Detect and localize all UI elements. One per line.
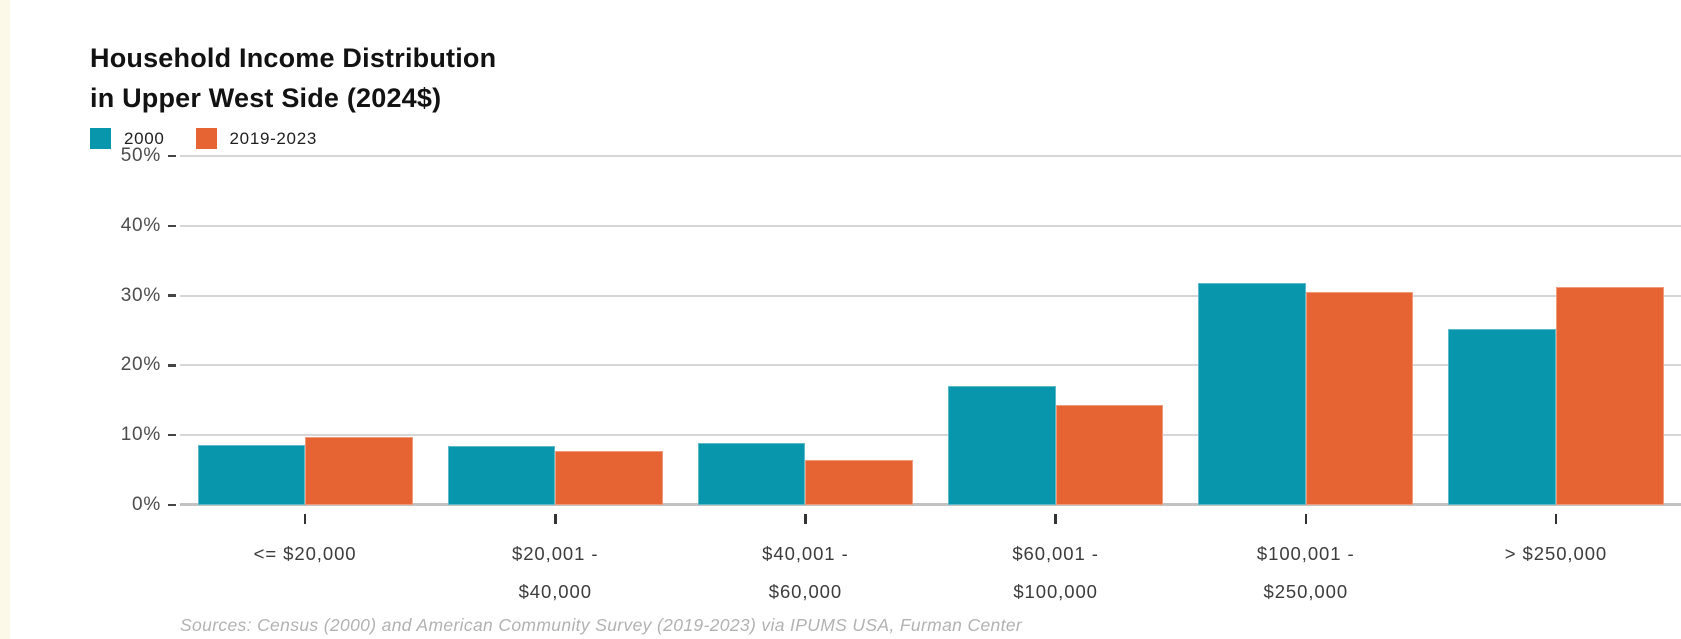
y-axis-tick-label: 20% — [120, 354, 161, 376]
gridline-30 — [180, 294, 1681, 297]
x-category-3: $60,001 - $100,000 — [931, 505, 1181, 611]
page-left-accent-strip — [0, 0, 10, 639]
gridline-10 — [180, 434, 1681, 437]
bar-group-3 — [931, 156, 1181, 505]
bar-2019-2023-3 — [1055, 405, 1164, 505]
bar-2019-2023-2 — [805, 460, 913, 505]
y-axis-tick-mark — [168, 364, 176, 367]
bar-2019-2023-1 — [555, 450, 663, 505]
bar-groups — [180, 156, 1681, 505]
y-axis-tick-30: 30% — [121, 285, 180, 307]
chart-title-line-2: in Upper West Side (2024$) — [90, 83, 442, 113]
chart-legend: 2000 2019-2023 — [90, 127, 1681, 150]
x-category-0: <= $20,000 — [180, 505, 430, 611]
x-axis-tick-mark — [303, 514, 307, 524]
x-axis-tick-mark — [554, 514, 557, 524]
x-axis-category-label-line: $100,000 — [1013, 581, 1098, 602]
x-axis-category-label: $100,001 - $250,000 — [1181, 535, 1431, 611]
bar-2000-2 — [697, 442, 806, 505]
bar-2019-2023-0 — [305, 437, 413, 505]
legend-item-2019-2023: 2019-2023 — [195, 128, 317, 149]
y-axis-tick-0: 0% — [132, 494, 180, 516]
y-axis-tick-50: 50% — [121, 145, 180, 167]
x-axis-tick-mark — [804, 514, 807, 524]
x-axis-tick-mark — [1054, 514, 1057, 524]
y-axis-tick-10: 10% — [121, 424, 180, 446]
x-axis-category-label: $20,001 - $40,000 — [430, 535, 680, 611]
x-axis-category-label: > $250,000 — [1431, 535, 1681, 573]
x-category-1: $20,001 - $40,000 — [430, 505, 680, 611]
x-category-2: $40,001 - $60,000 — [680, 505, 930, 611]
bar-group-2 — [680, 156, 930, 505]
x-axis-category-label-line: $60,001 - — [1012, 543, 1099, 564]
x-axis-category-label: <= $20,000 — [180, 535, 430, 573]
y-axis-tick-label: 50% — [120, 145, 161, 166]
chart-title-line-1: Household Income Distribution — [90, 43, 497, 73]
x-axis-category-label-line: $20,001 - — [512, 543, 599, 564]
y-axis-tick-mark — [168, 154, 176, 158]
x-axis-category-label-line: $60,000 — [768, 581, 843, 602]
y-axis-tick-mark — [168, 294, 176, 297]
bar-chart: 50% 40% 30% 20% 10% 0% <= $20,000 $20,001 - $40… — [90, 145, 1681, 611]
bar-2000-3 — [948, 386, 1056, 505]
y-axis-tick-20: 20% — [121, 354, 180, 376]
bar-2000-5 — [1448, 329, 1556, 505]
bar-2019-2023-5 — [1555, 287, 1664, 505]
y-axis-tick-label: 40% — [120, 214, 161, 236]
source-attribution: Sources: Census (2000) and American Comm… — [180, 615, 1023, 635]
y-axis-tick-label: 10% — [120, 424, 161, 446]
x-axis: <= $20,000 $20,001 - $40,000 $40,001 - $60,0… — [180, 505, 1681, 611]
y-axis-tick-mark — [168, 433, 176, 437]
x-axis-category-label-line: $40,001 - — [762, 543, 849, 564]
legend-item-2000: 2000 — [90, 128, 165, 149]
x-axis-category-label-line: <= $20,000 — [253, 543, 357, 564]
x-axis-category-label-line: > $250,000 — [1504, 543, 1608, 564]
gridline-20 — [180, 364, 1681, 367]
bar-2019-2023-4 — [1305, 292, 1414, 505]
x-axis-category-label: $60,001 - $100,000 — [931, 535, 1181, 611]
x-category-4: $100,001 - $250,000 — [1181, 505, 1431, 611]
legend-label: 2000 — [124, 128, 165, 148]
bar-group-5 — [1431, 156, 1681, 505]
bar-group-0 — [180, 156, 430, 505]
y-axis-tick-mark — [168, 224, 176, 228]
legend-swatch-icon — [90, 128, 111, 149]
bar-2000-4 — [1198, 283, 1306, 505]
gridline-40 — [180, 224, 1681, 227]
bar-2000-0 — [197, 444, 306, 505]
gridline-50 — [180, 155, 1681, 157]
bar-2000-1 — [447, 445, 556, 505]
x-axis-category-label: $40,001 - $60,000 — [680, 535, 930, 611]
x-axis-tick-mark — [1304, 514, 1308, 524]
bar-group-4 — [1181, 156, 1431, 505]
y-axis-tick-label: 30% — [120, 284, 161, 306]
x-axis-tick-mark — [1554, 514, 1558, 524]
x-axis-category-label-line: $250,000 — [1263, 581, 1349, 602]
y-axis-tick-mark — [168, 503, 176, 507]
plot-area: 50% 40% 30% 20% 10% 0% — [121, 145, 1681, 515]
legend-label: 2019-2023 — [229, 128, 317, 148]
x-axis-category-label-line: $40,000 — [518, 581, 592, 602]
y-axis-tick-label: 0% — [132, 494, 161, 515]
x-category-5: > $250,000 — [1431, 505, 1681, 611]
bar-group-1 — [430, 156, 680, 505]
legend-swatch-icon — [195, 128, 217, 149]
x-axis-category-label-line: $100,001 - — [1256, 543, 1355, 564]
y-axis-tick-40: 40% — [121, 215, 180, 237]
x-axis-baseline — [180, 503, 1681, 506]
